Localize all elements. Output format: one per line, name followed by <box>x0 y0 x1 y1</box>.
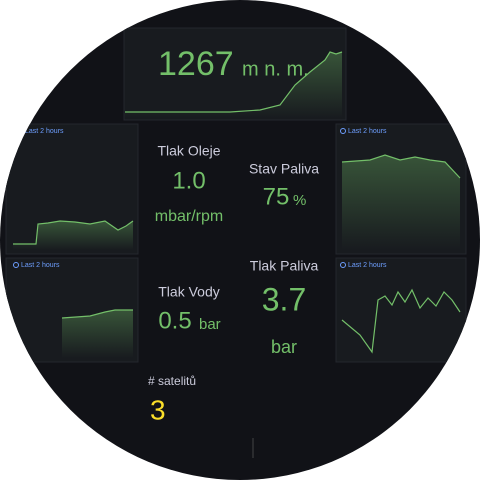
stat-unit: bar <box>271 337 297 357</box>
stat-value: 1.0 <box>172 167 205 194</box>
clock-icon <box>340 128 346 134</box>
stat-value: 3 <box>150 394 166 425</box>
clock-icon <box>340 262 346 268</box>
sparkline-area <box>13 221 133 250</box>
sparkline-area <box>342 155 460 250</box>
stat-title: Tlak Oleje <box>157 143 220 159</box>
stat-unit: mbar/rpm <box>155 208 223 225</box>
altitude-unit: m n. m. <box>242 58 309 80</box>
time-range: Last 2 hours <box>25 128 64 135</box>
stat-title: Stav Paliva <box>249 161 319 177</box>
sparkline <box>125 51 343 113</box>
sparkline <box>13 220 134 245</box>
clock-icon <box>13 262 19 268</box>
sparkline <box>341 288 461 354</box>
sparkline-area <box>125 52 342 118</box>
altitude-value: 1267 <box>158 45 234 83</box>
stat-value: 75 <box>263 183 290 210</box>
time-range: Last 2 hours <box>21 262 60 269</box>
stat-value: 0.5 <box>158 307 191 334</box>
sparkline <box>341 154 461 179</box>
stat-unit: bar <box>199 316 221 333</box>
stat-unit: % <box>293 192 306 209</box>
stat-title: Tlak Paliva <box>250 258 319 274</box>
stat-title: Tlak Vody <box>158 284 219 300</box>
sparkline <box>61 309 133 319</box>
sparkline-area <box>62 310 133 358</box>
stat-title: # satelitů <box>148 374 196 388</box>
time-range: Last 2 hours <box>348 128 387 135</box>
panel <box>335 257 467 363</box>
stat-value: 3.7 <box>262 281 306 317</box>
time-range: Last 2 hours <box>348 262 387 269</box>
